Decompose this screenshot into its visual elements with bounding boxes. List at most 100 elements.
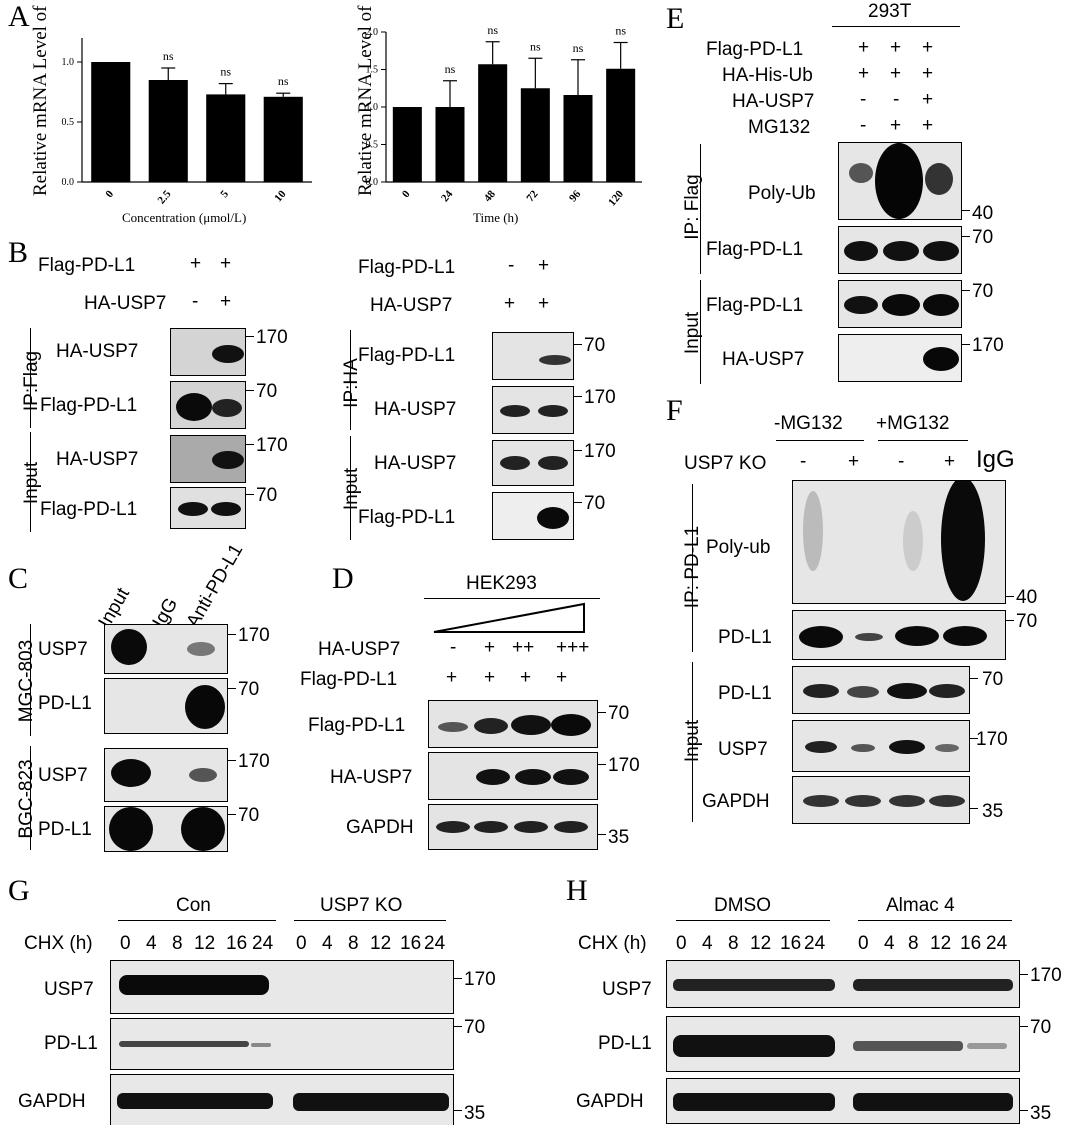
blot-band xyxy=(792,480,1006,604)
blot-band xyxy=(104,806,228,852)
f-condition-label: -MG132 xyxy=(774,413,843,434)
chart2-ytick-label: 0.5 xyxy=(366,140,379,151)
d-mark: + xyxy=(484,667,496,688)
h-group-line xyxy=(676,920,830,921)
f-mark: - xyxy=(800,451,807,472)
blot-band xyxy=(170,328,246,376)
f-condition-line xyxy=(776,440,864,441)
f-mark: + xyxy=(944,451,956,472)
chart2-ytick-label: 1.5 xyxy=(366,65,379,76)
chart2-sig-label: ns xyxy=(445,62,456,76)
e-row-label: Flag-PD-L1 xyxy=(706,39,804,60)
blot-band xyxy=(666,1078,1020,1124)
blot-band xyxy=(110,1018,454,1070)
blot-label: GAPDH xyxy=(346,817,414,838)
g-time: 16 xyxy=(226,933,248,954)
g-time: 12 xyxy=(370,933,392,954)
h-group-label: DMSO xyxy=(714,895,771,916)
mw-tick xyxy=(970,808,978,809)
e-mark: - xyxy=(860,115,867,136)
g-time: 16 xyxy=(400,933,422,954)
mw-label: 35 xyxy=(464,1103,486,1124)
d-cell-line xyxy=(424,598,600,599)
panel-label-d: D xyxy=(332,562,354,595)
d-mark: - xyxy=(450,637,457,658)
mw-label: 70 xyxy=(982,669,1004,690)
e-mark: + xyxy=(922,63,934,84)
mw-tick xyxy=(598,834,606,835)
b-left-input-bracket xyxy=(30,432,31,532)
blot-band xyxy=(428,752,598,800)
h-time: 4 xyxy=(702,933,713,954)
mw-tick xyxy=(228,634,236,635)
b-right-mark: + xyxy=(504,293,516,314)
f-condition-line xyxy=(878,440,968,441)
blot-label: GAPDH xyxy=(702,791,770,812)
mw-tick xyxy=(574,502,582,503)
f-ip-label: IP: PD-L1 xyxy=(682,525,703,609)
panel-label-f: F xyxy=(666,394,683,427)
mw-label: 170 xyxy=(1030,965,1062,986)
chart2-bar xyxy=(478,64,508,182)
f-ip-bracket xyxy=(692,484,693,652)
b-left-row1-label: Flag-PD-L1 xyxy=(38,255,136,276)
d-row1-label: HA-USP7 xyxy=(318,639,401,660)
d-mark: ++ xyxy=(512,637,535,658)
e-mark: + xyxy=(922,37,934,58)
blot-band xyxy=(428,804,598,850)
mw-tick xyxy=(228,814,236,815)
g-group-label: Con xyxy=(176,895,211,916)
e-mark: + xyxy=(858,37,870,58)
h-time: 12 xyxy=(930,933,952,954)
b-right-row2-label: HA-USP7 xyxy=(370,295,453,316)
mw-tick xyxy=(1020,1026,1028,1027)
blot-band xyxy=(428,700,598,748)
c-bgc-bracket xyxy=(30,746,31,850)
chart1-bar xyxy=(148,80,188,182)
h-time: 16 xyxy=(960,933,982,954)
blot-label: USP7 xyxy=(718,739,768,760)
blot-label: PD-L1 xyxy=(38,693,92,714)
blot-label: PD-L1 xyxy=(718,683,772,704)
e-mark: - xyxy=(893,89,900,110)
e-cell-line xyxy=(832,26,960,27)
blot-band xyxy=(838,280,962,328)
panel-label-a: A xyxy=(8,0,30,33)
e-cell-label: 293T xyxy=(868,1,912,22)
b-right-mark: + xyxy=(538,293,550,314)
h-time: 0 xyxy=(676,933,687,954)
blot-label: GAPDH xyxy=(18,1091,86,1112)
blot-label: Flag-PD-L1 xyxy=(308,715,406,736)
chart1-sig-label: ns xyxy=(278,74,289,88)
mw-label: 170 xyxy=(238,625,270,646)
chart1-bar xyxy=(263,96,303,182)
chart2-xlabel: Time (h) xyxy=(473,210,519,225)
d-mark: + xyxy=(520,667,532,688)
g-time: 24 xyxy=(424,933,446,954)
blot-label: HA-USP7 xyxy=(56,449,139,470)
h-time: 0 xyxy=(858,933,869,954)
blot-label: PD-L1 xyxy=(718,627,772,648)
mw-label: 70 xyxy=(584,335,606,356)
blot-band xyxy=(792,776,970,824)
panel-label-e: E xyxy=(666,2,685,35)
g-time: 12 xyxy=(194,933,216,954)
chart2-sig-label: ns xyxy=(530,39,541,53)
d-mark: + xyxy=(446,667,458,688)
e-mark: + xyxy=(890,37,902,58)
c-mgc-bracket xyxy=(30,624,31,736)
mw-tick xyxy=(962,236,970,237)
h-time: 4 xyxy=(884,933,895,954)
mw-tick xyxy=(228,760,236,761)
mw-label: 70 xyxy=(238,679,260,700)
blot-label: PD-L1 xyxy=(44,1033,98,1054)
panel-label-g: G xyxy=(8,874,30,907)
mw-label: 70 xyxy=(464,1017,486,1038)
blot-label: Poly-Ub xyxy=(748,183,816,204)
mw-label: 70 xyxy=(1016,611,1038,632)
chart2-ytick-label: 0.0 xyxy=(366,177,379,188)
b-right-mark: + xyxy=(538,255,550,276)
blot-band xyxy=(170,435,246,483)
mw-tick xyxy=(962,210,970,211)
